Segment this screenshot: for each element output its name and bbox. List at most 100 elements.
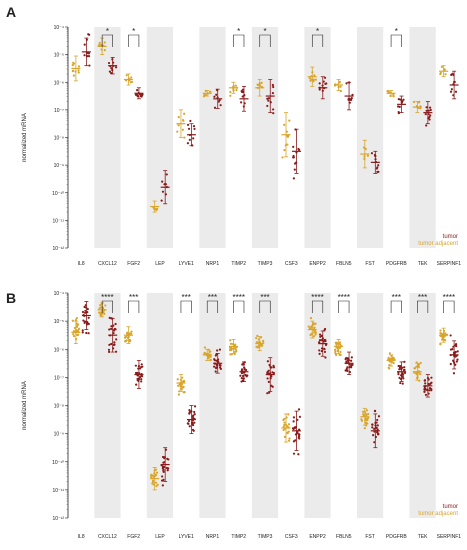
data-point	[314, 322, 317, 325]
data-point	[86, 307, 89, 311]
data-point	[293, 426, 297, 430]
data-point	[161, 475, 164, 478]
data-point	[270, 375, 273, 378]
y-tick-label: 10⁻¹⁰	[52, 460, 64, 466]
data-point	[338, 353, 341, 356]
data-point	[397, 364, 400, 368]
data-point	[83, 43, 86, 46]
data-point	[161, 180, 164, 183]
data-point	[363, 427, 366, 430]
panel-label: B	[6, 290, 16, 306]
x-tick-label: TEK	[418, 261, 428, 267]
data-point	[419, 372, 422, 376]
data-point	[255, 336, 258, 340]
data-point	[186, 123, 190, 126]
data-point	[98, 311, 101, 314]
data-point	[387, 366, 390, 369]
data-point	[288, 437, 291, 440]
data-point	[292, 154, 295, 158]
data-point	[272, 371, 276, 375]
data-point	[123, 336, 127, 339]
y-tick-label: 10⁻⁶	[54, 347, 64, 353]
data-point	[423, 379, 426, 382]
data-point	[192, 429, 195, 432]
data-point	[203, 352, 206, 355]
data-point	[292, 440, 296, 443]
significance-bracket	[390, 300, 402, 313]
data-point	[350, 97, 353, 100]
data-point	[209, 350, 212, 353]
category-band	[146, 27, 174, 248]
data-point	[309, 317, 313, 320]
significance-label: ****	[311, 293, 323, 302]
data-point	[376, 433, 380, 436]
data-point	[193, 405, 197, 408]
data-point	[162, 478, 165, 481]
data-point	[454, 350, 457, 354]
data-point	[209, 90, 212, 93]
y-tick-label: 10⁻⁵	[54, 319, 64, 325]
data-point	[207, 357, 210, 360]
data-point	[376, 418, 379, 422]
data-point	[183, 112, 186, 115]
data-point	[84, 320, 87, 323]
data-point	[162, 465, 165, 468]
data-point	[267, 380, 270, 383]
data-point	[428, 389, 431, 392]
data-point	[399, 365, 402, 368]
data-point	[313, 74, 316, 77]
significance-bracket	[338, 300, 350, 313]
data-point	[388, 364, 391, 367]
data-point	[271, 385, 274, 388]
data-point	[181, 376, 184, 379]
data-point	[81, 331, 84, 334]
data-point	[268, 391, 271, 394]
data-point	[136, 89, 139, 92]
significance-label: ***	[260, 293, 269, 302]
significance-bracket	[259, 300, 271, 313]
data-point	[267, 369, 270, 372]
data-point	[429, 106, 432, 109]
data-point	[140, 95, 143, 98]
data-point	[334, 350, 337, 353]
data-point	[74, 318, 78, 322]
data-point	[140, 365, 143, 369]
data-point	[338, 346, 342, 349]
data-point	[387, 358, 390, 361]
data-point	[83, 305, 86, 309]
data-point	[187, 419, 191, 423]
x-tick-label: CXCL12	[98, 534, 117, 540]
data-point	[128, 338, 131, 342]
data-point	[140, 378, 143, 381]
data-point	[373, 410, 377, 413]
data-point	[266, 371, 269, 374]
data-point	[110, 327, 113, 330]
y-tick-label: 10⁻⁴	[54, 25, 64, 31]
significance-bracket	[180, 300, 192, 313]
data-point	[377, 170, 380, 173]
significance-label: ***	[392, 293, 401, 302]
data-point	[425, 109, 428, 112]
data-point	[283, 421, 286, 424]
x-tick-label: CSF3	[285, 534, 298, 540]
data-point	[87, 322, 90, 326]
data-point	[388, 352, 391, 355]
data-point	[272, 112, 275, 115]
y-tick-label: 10⁻⁹	[54, 163, 64, 169]
x-tick-label: LEP	[155, 261, 165, 267]
data-point	[134, 364, 137, 367]
panel-A: A 10⁻⁴ 10⁻⁵ 10⁻⁶ 10⁻⁷ 10⁻⁸ 10⁻⁹ 10⁻¹⁰ 10⁻¹¹ 10⁻¹²…	[6, 4, 461, 267]
data-point	[318, 82, 321, 85]
data-point	[365, 409, 369, 412]
data-point	[87, 55, 91, 58]
data-point	[78, 327, 81, 330]
x-tick-label: IL8	[78, 261, 85, 267]
data-point	[375, 421, 378, 424]
data-point	[440, 65, 443, 68]
data-point	[83, 311, 87, 314]
data-point	[439, 72, 442, 76]
data-point	[193, 410, 196, 414]
significance-label: *	[263, 27, 266, 36]
data-point	[160, 199, 163, 202]
data-point	[412, 100, 416, 104]
